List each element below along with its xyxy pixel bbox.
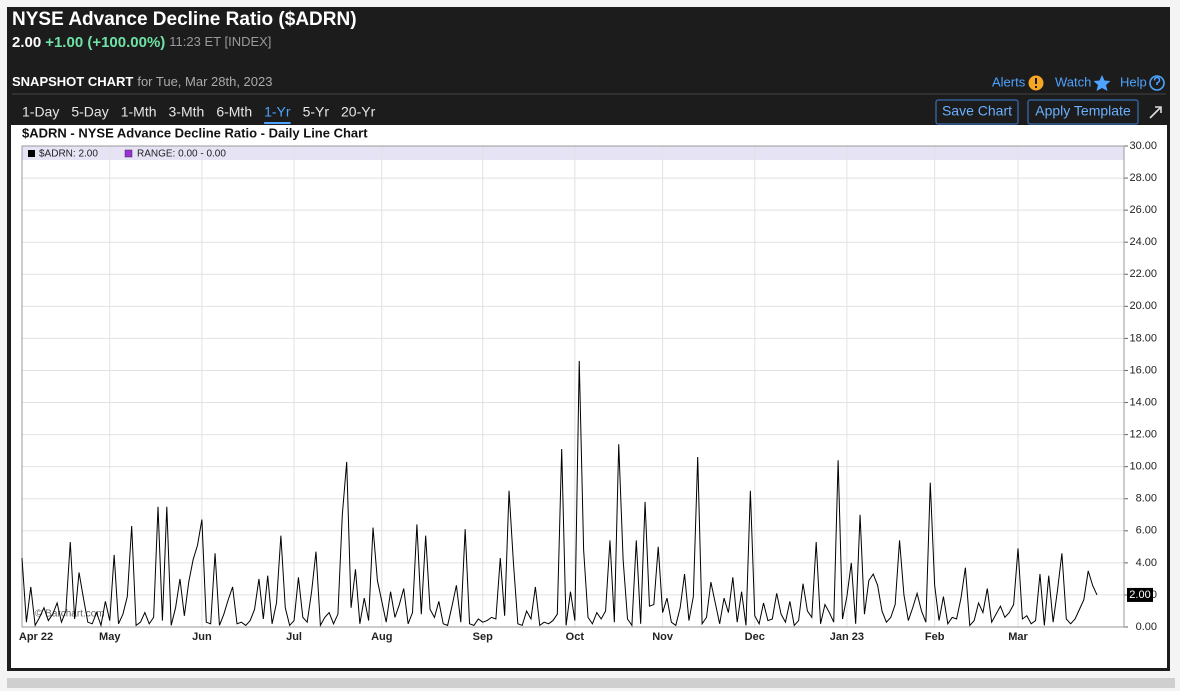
x-tick-label: Nov (652, 631, 674, 643)
x-tick-label: Jul (286, 631, 302, 643)
range-tabs: 1-Day 5-Day 1-Mth 3-Mth 6-Mth 1-Yr 5-Yr 20-Yr (22, 104, 376, 124)
y-tick-label: 14.00 (1129, 396, 1157, 408)
alerts-icon-dot (1035, 86, 1037, 88)
y-tick-label: 0.00 (1136, 621, 1157, 633)
y-tick-label: 24.00 (1129, 236, 1157, 248)
help-link[interactable]: Help (1120, 74, 1147, 89)
range-tab[interactable]: 1-Mth (121, 104, 157, 120)
legend-entry: RANGE: 0.00 - 0.00 (137, 149, 226, 160)
legend-swatch (124, 149, 133, 158)
expand-icon[interactable] (1149, 106, 1162, 119)
quote-time: 11:23 ET [INDEX] (169, 34, 271, 49)
active-tab-underline (264, 122, 291, 124)
price: 2.00 (12, 34, 41, 51)
x-tick-label: Jan 23 (830, 631, 864, 643)
x-tick-label: Dec (745, 631, 765, 643)
y-tick-label: 16.00 (1129, 364, 1157, 376)
legend-swatch (28, 150, 35, 157)
save-button-frame[interactable] (935, 99, 1019, 125)
y-tick-label: 26.00 (1129, 204, 1157, 216)
y-tick-label: 28.00 (1129, 172, 1157, 184)
price-line (21, 360, 1098, 628)
legend-band (22, 146, 1124, 160)
range-tab[interactable]: 1-Yr (264, 104, 291, 120)
last-value-label: 2.00 (1129, 589, 1150, 601)
y-tick-label: 8.00 (1136, 493, 1157, 505)
watch-icon (1093, 75, 1111, 91)
y-tick-label: 20.00 (1129, 300, 1157, 312)
y-tick-label: 22.00 (1129, 268, 1157, 280)
plot-frame (21, 145, 1125, 628)
save-button[interactable]: Save Chart (942, 103, 1012, 119)
y-tick-label: 6.00 (1136, 525, 1157, 537)
x-tick-label: Feb (925, 631, 945, 643)
chart-title: $ADRN - NYSE Advance Decline Ratio - Dai… (22, 125, 368, 140)
snapshot-label: SNAPSHOT CHART (12, 74, 133, 89)
last-value-box (1127, 587, 1153, 602)
range-tab[interactable]: 1-Day (22, 104, 59, 120)
quote-line: 2.00 +1.00 (+100.00%) 11:23 ET [INDEX] (12, 34, 271, 51)
x-tick-label: Jun (192, 631, 212, 643)
page-title: NYSE Advance Decline Ratio ($ADRN) (12, 9, 357, 30)
help-icon-mark (1153, 76, 1161, 85)
range-tab[interactable]: 5-Day (71, 104, 108, 120)
shadow (7, 678, 1175, 688)
snapshot-line: SNAPSHOT CHART for Tue, Mar 28th, 2023 (12, 74, 272, 89)
alerts-icon-mark (1035, 78, 1037, 84)
chart-area (11, 125, 1167, 668)
help-icon (1149, 75, 1165, 91)
x-tick-label: Sep (473, 631, 493, 643)
y-tick-label: 12.00 (1129, 429, 1157, 441)
snapshot-date: for Tue, Mar 28th, 2023 (137, 74, 272, 89)
x-tick-label: Mar (1008, 631, 1028, 643)
x-tick-label: Apr 22 (19, 631, 53, 643)
x-tick-label: Oct (566, 631, 585, 643)
y-tick-label: 10.00 (1129, 461, 1157, 473)
legend-entry: $ADRN: 2.00 (39, 149, 98, 160)
range-tab[interactable]: 3-Mth (169, 104, 205, 120)
x-tick-label: May (99, 631, 121, 643)
plot: 0.00 2.00 4.00 6.00 8.00 10.00 12.00 14.00 16.00… (19, 140, 1157, 643)
y-tick-label: 30.00 (1129, 140, 1157, 152)
watch-link[interactable]: Watch (1055, 74, 1091, 89)
y-tick-label: 4.00 (1136, 557, 1157, 569)
range-tab[interactable]: 5-Yr (303, 104, 330, 120)
alerts-link[interactable]: Alerts (992, 74, 1026, 89)
change: +1.00 (+100.00%) (45, 34, 165, 51)
range-tab[interactable]: 6-Mth (216, 104, 252, 120)
y-tick-label: 18.00 (1129, 332, 1157, 344)
watermark: © Barchart.com (35, 609, 105, 620)
template-button[interactable]: Apply Template (1035, 103, 1131, 119)
x-tick-label: Aug (371, 631, 392, 643)
range-tab[interactable]: 20-Yr (341, 104, 376, 120)
template-button-frame[interactable] (1027, 99, 1139, 125)
